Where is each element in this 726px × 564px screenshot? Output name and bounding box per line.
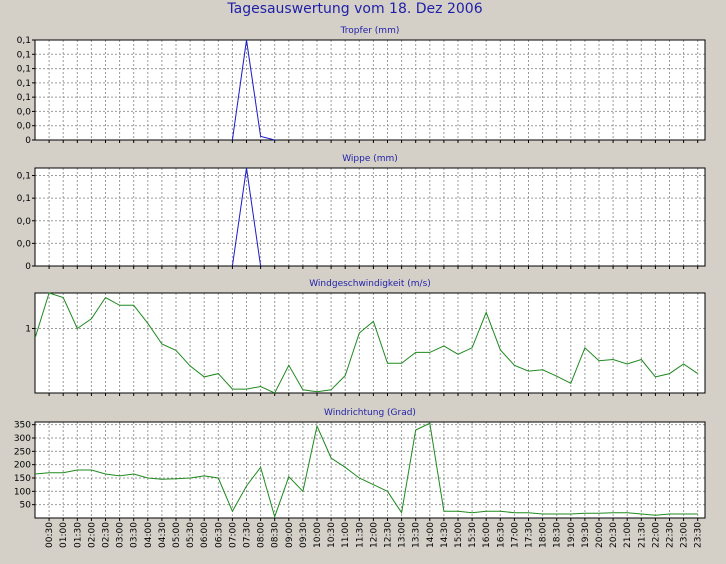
x-tick-label: 14:30 [440, 522, 450, 548]
tropfer-title: Tropfer (mm) [340, 26, 400, 36]
y-tick-label: 0,1 [17, 36, 31, 46]
x-tick-label: 18:30 [553, 522, 563, 548]
y-tick-label: 200 [14, 461, 31, 471]
y-tick-label: 0,1 [17, 65, 31, 75]
page-title: Tagesauswertung vom 18. Dez 2006 [226, 1, 482, 17]
y-tick-label: 0 [25, 262, 31, 272]
x-tick-label: 01:00 [59, 522, 69, 548]
wippe-series-line [231, 167, 262, 267]
x-tick-label: 22:30 [666, 522, 676, 548]
windgeschwindigkeit-title: Windgeschwindigkeit (m/s) [309, 279, 431, 289]
x-tick-label: 12:00 [369, 522, 379, 548]
x-tick-label: 15:30 [468, 522, 478, 548]
x-tick-label: 10:00 [313, 522, 323, 548]
x-tick-label: 19:30 [581, 522, 591, 548]
x-tick-label: 02:00 [87, 522, 97, 548]
y-tick-label: 0,0 [17, 217, 32, 227]
x-tick-label: 02:30 [102, 522, 112, 548]
y-tick-label: 0,1 [17, 79, 31, 89]
x-tick-label: 09:00 [285, 522, 295, 548]
panel-wippe: Wippe (mm) 0 0,0 0,0 0,1 0,1 [17, 154, 706, 272]
x-tick-label: 20:00 [595, 522, 605, 548]
x-tick-label: 03:00 [116, 522, 126, 548]
x-tick-label: 06:00 [200, 522, 210, 548]
y-tick-label: 0 [25, 136, 31, 146]
x-tick-label: 21:00 [623, 522, 633, 548]
x-tick-label: 22:00 [651, 522, 661, 548]
x-tick-label: 07:30 [243, 522, 253, 548]
windgeschwindigkeit-series-line [35, 292, 698, 394]
x-tick-label: 04:00 [144, 522, 154, 548]
x-tick-label: 16:00 [482, 522, 492, 548]
y-tick-label: 250 [14, 447, 31, 457]
x-tick-label: 20:30 [609, 522, 619, 548]
y-tick-label: 0,1 [17, 194, 31, 204]
wippe-frame [34, 167, 706, 267]
time-axis: 00:30 01:00 01:30 02:00 02:30 03:00 03:30 04:00… [45, 522, 704, 548]
y-tick-label: 0,1 [17, 50, 31, 60]
x-tick-label: 23:30 [694, 522, 704, 548]
windrichtung-series-line [35, 422, 698, 519]
panel-windrichtung: Windrichtung (Grad) 50 100 150 200 250 300 350 [14, 408, 706, 521]
x-tick-label: 01:30 [73, 522, 83, 548]
x-tick-label: 13:30 [412, 522, 422, 548]
tropfer-frame [34, 39, 706, 141]
x-tick-label: 18:00 [539, 522, 549, 548]
x-tick-label: 09:30 [299, 522, 309, 548]
x-tick-label: 03:30 [130, 522, 140, 548]
tropfer-series-line [231, 39, 275, 141]
x-tick-label: 11:00 [341, 522, 351, 548]
windrichtung-title: Windrichtung (Grad) [324, 408, 416, 418]
x-tick-label: 23:00 [680, 522, 690, 548]
x-tick-label: 19:00 [567, 522, 577, 548]
wippe-plot-area [35, 168, 705, 266]
x-tick-label: 05:00 [172, 522, 182, 548]
x-tick-label: 11:30 [355, 522, 365, 548]
x-tick-label: 12:30 [384, 522, 394, 548]
x-tick-label: 06:30 [214, 522, 224, 548]
windrichtung-frame [34, 421, 706, 519]
y-tick-label: 50 [20, 501, 32, 511]
windrichtung-plot-area [35, 422, 705, 518]
x-tick-label: 05:30 [186, 522, 196, 548]
x-tick-label: 04:30 [158, 522, 168, 548]
y-tick-label: 0,0 [17, 107, 32, 117]
x-tick-label: 00:30 [45, 522, 55, 548]
tropfer-plot-area [35, 40, 705, 140]
x-tick-label: 16:30 [496, 522, 506, 548]
x-tick-label: 17:00 [510, 522, 520, 548]
y-tick-label: 0,0 [17, 122, 32, 132]
panels: Tropfer (mm)00,00,00,10,10,10,10,1Wippe … [14, 26, 706, 521]
x-tick-label: 10:30 [327, 522, 337, 548]
x-tick-label: 08:30 [271, 522, 281, 548]
x-tick-label: 15:00 [454, 522, 464, 548]
y-tick-label: 0,0 [17, 239, 32, 249]
x-tick-label: 07:00 [228, 522, 238, 548]
x-tick-label: 17:30 [525, 522, 535, 548]
panel-windgeschwindigkeit: Windgeschwindigkeit (m/s) 1 [25, 279, 706, 396]
x-tick-label: 13:00 [398, 522, 408, 548]
y-tick-label: 100 [14, 487, 31, 497]
windgeschwindigkeit-plot-area [35, 293, 705, 393]
y-tick-label: 350 [14, 421, 31, 431]
x-tick-label: 21:30 [637, 522, 647, 548]
y-tick-label: 0,1 [17, 93, 31, 103]
y-tick-label: 150 [14, 474, 31, 484]
y-tick-label: 300 [14, 434, 31, 444]
windgeschwindigkeit-frame [34, 292, 706, 394]
x-tick-label: 08:00 [257, 522, 267, 548]
x-tick-label: 14:00 [426, 522, 436, 548]
wippe-title: Wippe (mm) [342, 154, 398, 164]
panel-tropfer: Tropfer (mm) 0 0,0 0,0 0,1 0,1 0,1 0,1 0,1 [17, 26, 706, 146]
y-tick-label: 1 [25, 324, 31, 334]
y-tick-label: 0,1 [17, 172, 31, 182]
